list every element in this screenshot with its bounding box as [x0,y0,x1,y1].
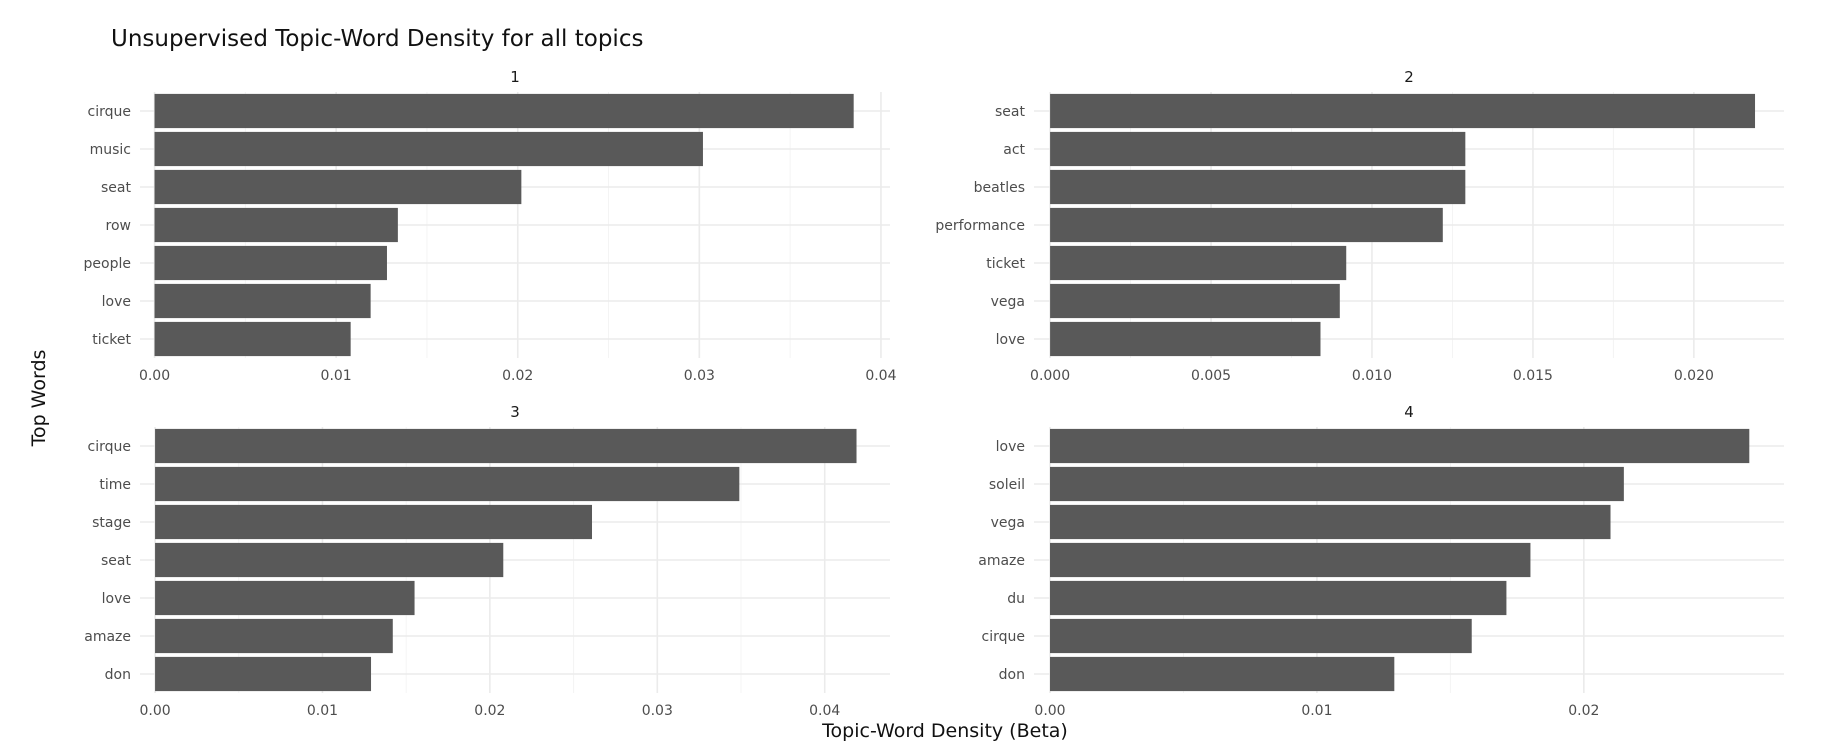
x-tick-label: 0.00 [1034,703,1065,719]
y-tick-label: love [102,591,131,607]
bar-cirque [1050,618,1472,654]
x-tick-label: 0.00 [139,703,170,719]
bar-ticket [154,321,351,357]
facet-title: 4 [1404,403,1414,421]
facet-title: 1 [510,68,520,86]
bar-ticket [1050,245,1347,281]
bar-seat [1050,93,1756,129]
y-tick-label: row [106,218,131,234]
y-tick-label: music [90,142,131,158]
y-tick-label: stage [92,515,131,531]
x-tick-label: 0.03 [642,703,673,719]
x-tick-label: 0.01 [1301,703,1332,719]
y-tick-label: soleil [989,477,1025,493]
x-tick-label: 0.000 [1030,368,1070,384]
bar-seat [154,169,522,205]
x-tick-label: 0.03 [684,368,715,384]
x-axis-title: Topic-Word Density (Beta) [821,720,1068,742]
facet-panels: cirque music seat row people love ticket 0.00 0.… [84,68,1784,719]
bar-time [155,466,740,502]
bar-beatles [1050,169,1466,205]
bar-amaze [155,618,393,654]
x-tick-label: 0.00 [139,368,170,384]
y-tick-label: people [84,256,131,272]
chart-title: Unsupervised Topic-Word Density for all … [111,26,643,52]
x-tick-label: 0.020 [1674,368,1714,384]
bar-stage [155,504,593,540]
bar-act [1050,131,1466,167]
facet-panel-3: cirque time stage seat love amaze don 0.00 0.01 0… [84,403,890,719]
y-tick-label: seat [101,553,131,569]
y-tick-label: cirque [88,104,131,120]
y-tick-label: seat [101,180,131,196]
bar-seat [155,542,504,578]
bar-love [1050,321,1321,357]
bar-amaze [1050,542,1531,578]
facet-title: 2 [1404,68,1414,86]
y-tick-label: love [102,294,131,310]
x-tick-label: 0.04 [809,703,840,719]
x-tick-label: 0.04 [865,368,896,384]
bar-love [1050,428,1750,464]
bar-row [154,207,398,243]
facet-panel-1: cirque music seat row people love ticket 0.00 0.… [84,68,897,384]
y-tick-label: cirque [982,629,1025,645]
bar-love [154,283,371,319]
bar-don [155,656,372,692]
x-tick-label: 0.02 [474,703,505,719]
y-axis-title: Top Words [28,350,50,448]
x-tick-label: 0.01 [307,703,338,719]
y-tick-label: performance [935,218,1025,234]
bar-cirque [154,93,854,129]
facet-title: 3 [510,403,520,421]
y-tick-label: du [1007,591,1025,607]
bar-cirque [155,428,857,464]
y-tick-label: vega [991,294,1025,310]
y-tick-label: time [99,477,131,493]
y-tick-label: act [1003,142,1025,158]
bar-music [154,131,703,167]
facet-panel-2: seat act beatles performance ticket vega love 0… [935,68,1784,384]
y-tick-label: seat [995,104,1025,120]
x-tick-label: 0.01 [321,368,352,384]
bar-don [1050,656,1395,692]
y-tick-label: vega [991,515,1025,531]
y-tick-label: love [996,332,1025,348]
bar-love [155,580,415,616]
facet-panel-4: love soleil vega amaze du cirque don 0.00 0.01 0.… [978,403,1784,719]
y-tick-label: ticket [92,332,131,348]
x-tick-label: 0.005 [1191,368,1231,384]
y-tick-label: beatles [974,180,1025,196]
bar-du [1050,580,1507,616]
y-tick-label: ticket [986,256,1025,272]
y-tick-label: cirque [88,439,131,455]
y-tick-label: don [999,667,1025,683]
x-tick-label: 0.02 [1568,703,1599,719]
x-tick-label: 0.010 [1352,368,1392,384]
y-tick-label: don [105,667,131,683]
bar-performance [1050,207,1443,243]
y-tick-label: amaze [978,553,1025,569]
y-tick-label: love [996,439,1025,455]
bar-vega [1050,504,1611,540]
bar-soleil [1050,466,1624,502]
bar-vega [1050,283,1340,319]
x-tick-label: 0.02 [502,368,533,384]
x-tick-label: 0.015 [1513,368,1553,384]
y-tick-label: amaze [84,629,131,645]
bar-people [154,245,387,281]
